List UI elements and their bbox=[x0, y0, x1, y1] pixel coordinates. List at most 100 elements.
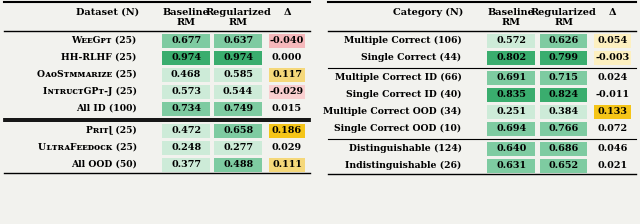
Text: -0.040: -0.040 bbox=[270, 36, 304, 45]
Text: Baseline: Baseline bbox=[163, 7, 209, 17]
Bar bbox=[540, 88, 588, 101]
Text: OᴀᴏSᴛᴍᴍᴀʀɪᴢᴇ (25): OᴀᴏSᴛᴍᴍᴀʀɪᴢᴇ (25) bbox=[37, 70, 137, 79]
Text: Δ: Δ bbox=[609, 7, 617, 17]
Text: RM: RM bbox=[177, 17, 196, 26]
Text: 0.384: 0.384 bbox=[548, 107, 579, 116]
Text: RM: RM bbox=[554, 17, 573, 26]
Bar bbox=[214, 101, 262, 116]
Text: 0.488: 0.488 bbox=[223, 160, 253, 169]
Text: 0.468: 0.468 bbox=[171, 70, 201, 79]
Text: UʟᴛʀᴀFᴇᴇᴅᴏᴄᴋ (25): UʟᴛʀᴀFᴇᴇᴅᴏᴄᴋ (25) bbox=[38, 143, 137, 152]
Bar bbox=[269, 123, 305, 138]
Bar bbox=[214, 50, 262, 65]
Text: Multiple Correct (106): Multiple Correct (106) bbox=[344, 36, 461, 45]
Text: 0.133: 0.133 bbox=[598, 107, 628, 116]
Bar bbox=[595, 105, 632, 118]
Bar bbox=[540, 121, 588, 136]
Bar bbox=[595, 50, 632, 65]
Text: 0.029: 0.029 bbox=[272, 143, 302, 152]
Text: 0.734: 0.734 bbox=[171, 104, 201, 113]
Text: 0.572: 0.572 bbox=[496, 36, 526, 45]
Bar bbox=[488, 50, 535, 65]
Text: 0.658: 0.658 bbox=[223, 126, 253, 135]
Text: 0.544: 0.544 bbox=[223, 87, 253, 96]
Bar bbox=[214, 34, 262, 47]
Text: 0.015: 0.015 bbox=[272, 104, 302, 113]
Bar bbox=[269, 84, 305, 99]
Text: 0.186: 0.186 bbox=[272, 126, 302, 135]
Bar bbox=[595, 34, 632, 47]
Text: 0.277: 0.277 bbox=[223, 143, 253, 152]
Bar bbox=[163, 67, 210, 82]
Bar bbox=[163, 50, 210, 65]
Bar bbox=[488, 88, 535, 101]
Text: 0.046: 0.046 bbox=[598, 144, 628, 153]
Text: Δ: Δ bbox=[284, 7, 291, 17]
Bar bbox=[214, 123, 262, 138]
Text: 0.573: 0.573 bbox=[171, 87, 201, 96]
Text: 0.585: 0.585 bbox=[223, 70, 253, 79]
Text: 0.640: 0.640 bbox=[496, 144, 527, 153]
Bar bbox=[163, 84, 210, 99]
Bar bbox=[488, 159, 535, 172]
Text: All ID (100): All ID (100) bbox=[76, 104, 137, 113]
Bar bbox=[540, 71, 588, 84]
Text: RM: RM bbox=[228, 17, 248, 26]
Text: 0.251: 0.251 bbox=[496, 107, 526, 116]
Bar bbox=[214, 157, 262, 172]
Text: Distinguishable (124): Distinguishable (124) bbox=[349, 144, 461, 153]
Text: 0.652: 0.652 bbox=[548, 161, 579, 170]
Bar bbox=[214, 67, 262, 82]
Text: 0.802: 0.802 bbox=[496, 53, 526, 62]
Text: 0.117: 0.117 bbox=[272, 70, 302, 79]
Text: Single Correct ID (40): Single Correct ID (40) bbox=[346, 90, 461, 99]
Text: 0.974: 0.974 bbox=[171, 53, 201, 62]
Text: HH-RLHF (25): HH-RLHF (25) bbox=[61, 53, 137, 62]
Bar bbox=[540, 142, 588, 155]
Bar bbox=[540, 105, 588, 118]
Text: Regularized: Regularized bbox=[205, 7, 271, 17]
Text: RM: RM bbox=[502, 17, 521, 26]
Bar bbox=[488, 142, 535, 155]
Bar bbox=[540, 50, 588, 65]
Text: 0.766: 0.766 bbox=[548, 124, 579, 133]
Bar bbox=[488, 105, 535, 118]
Text: 0.715: 0.715 bbox=[548, 73, 579, 82]
Text: All OOD (50): All OOD (50) bbox=[71, 160, 137, 169]
Text: 0.021: 0.021 bbox=[598, 161, 628, 170]
Text: 0.472: 0.472 bbox=[171, 126, 201, 135]
Bar bbox=[540, 159, 588, 172]
Bar bbox=[488, 121, 535, 136]
Text: Multiple Correct OOD (34): Multiple Correct OOD (34) bbox=[323, 107, 461, 116]
Text: -0.003: -0.003 bbox=[596, 53, 630, 62]
Text: Dataset (N): Dataset (N) bbox=[76, 7, 139, 17]
Text: 0.974: 0.974 bbox=[223, 53, 253, 62]
Text: 0.677: 0.677 bbox=[171, 36, 201, 45]
Text: 0.054: 0.054 bbox=[598, 36, 628, 45]
Bar bbox=[163, 123, 210, 138]
Text: 0.024: 0.024 bbox=[598, 73, 628, 82]
Text: 0.694: 0.694 bbox=[496, 124, 526, 133]
Text: 0.824: 0.824 bbox=[548, 90, 579, 99]
Text: 0.799: 0.799 bbox=[548, 53, 579, 62]
Text: 0.749: 0.749 bbox=[223, 104, 253, 113]
Text: 0.111: 0.111 bbox=[272, 160, 302, 169]
Text: -0.011: -0.011 bbox=[596, 90, 630, 99]
Bar bbox=[214, 140, 262, 155]
Text: Category (N): Category (N) bbox=[393, 7, 463, 17]
Text: Indistinguishable (26): Indistinguishable (26) bbox=[345, 161, 461, 170]
Bar bbox=[163, 34, 210, 47]
Text: Single Correct OOD (10): Single Correct OOD (10) bbox=[334, 124, 461, 133]
Bar bbox=[488, 71, 535, 84]
Text: -0.029: -0.029 bbox=[270, 87, 304, 96]
Bar bbox=[269, 34, 305, 47]
Bar bbox=[163, 140, 210, 155]
Text: 0.835: 0.835 bbox=[496, 90, 526, 99]
Text: IɴᴛʀᴜᴄᴛGPᴛ-J (25): IɴᴛʀᴜᴄᴛGPᴛ-J (25) bbox=[43, 87, 137, 96]
Text: Baseline: Baseline bbox=[488, 7, 534, 17]
Bar bbox=[269, 157, 305, 172]
Bar bbox=[214, 84, 262, 99]
Bar bbox=[540, 34, 588, 47]
Bar bbox=[163, 101, 210, 116]
Bar bbox=[269, 67, 305, 82]
